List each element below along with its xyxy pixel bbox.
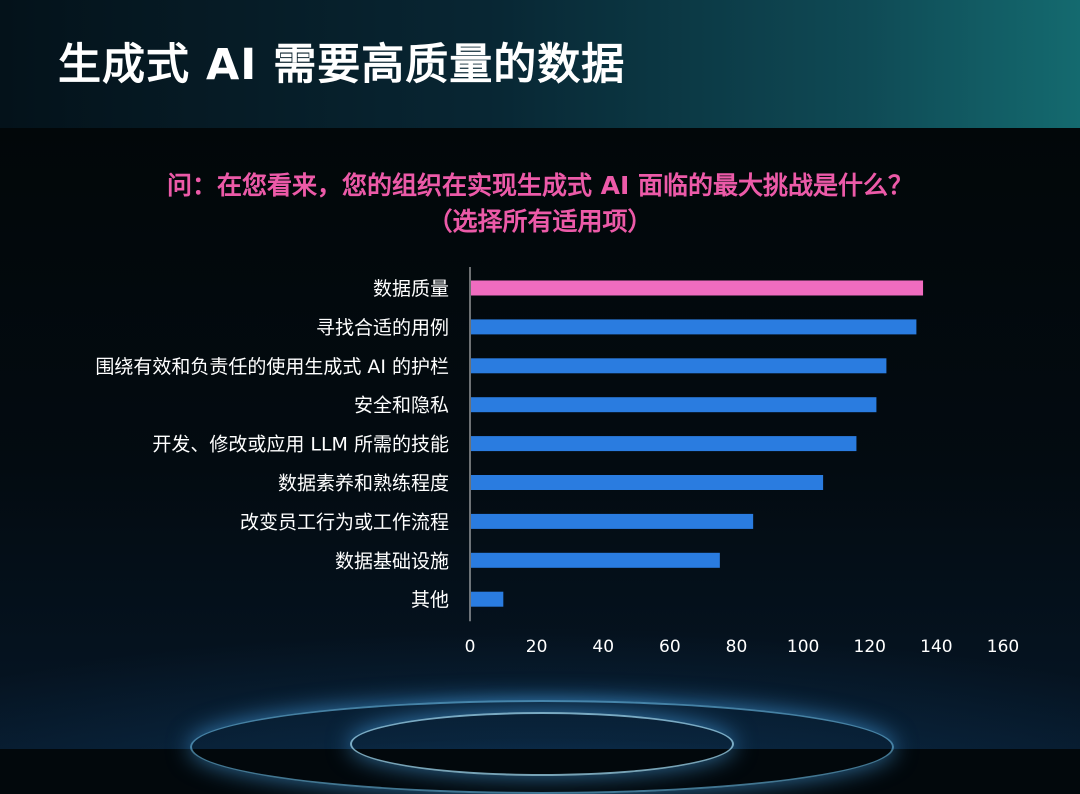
decorative-ring-inner	[350, 712, 734, 776]
bar	[471, 436, 857, 452]
question-line-2: （选择所有适用项）	[427, 207, 653, 236]
category-label: 改变员工行为或工作流程	[240, 511, 449, 533]
x-tick-label: 100	[787, 637, 819, 657]
x-tick-label: 60	[659, 637, 681, 657]
bar	[471, 513, 754, 529]
category-label: 寻找合适的用例	[316, 317, 449, 339]
survey-question: 问：在您看来，您的组织在实现生成式 AI 面临的最大挑战是什么？ （选择所有适用…	[0, 168, 1080, 240]
bar	[471, 475, 824, 490]
question-line-1: 问：在您看来，您的组织在实现生成式 AI 面临的最大挑战是什么？	[166, 171, 914, 200]
bar-highlighted	[471, 280, 924, 296]
category-label: 围绕有效和负责任的使用生成式 AI 的护栏	[95, 356, 449, 378]
category-label: 其他	[411, 589, 449, 611]
x-tick-label: 0	[465, 637, 476, 657]
bar	[471, 358, 887, 374]
x-tick-label: 80	[726, 637, 748, 657]
x-tick-label: 160	[987, 637, 1019, 657]
category-label: 数据素养和熟练程度	[278, 473, 449, 495]
x-tick-label: 120	[854, 637, 886, 657]
x-tick-label: 20	[526, 637, 548, 657]
x-tick-label: 40	[592, 637, 614, 657]
category-label: 数据基础设施	[335, 550, 449, 572]
bar	[471, 397, 877, 413]
header-bar	[0, 0, 1080, 128]
bar	[471, 319, 917, 335]
category-label: 安全和隐私	[354, 395, 449, 417]
x-tick-label: 140	[920, 637, 952, 657]
category-label: 开发、修改或应用 LLM 所需的技能	[152, 434, 449, 456]
page-title: 生成式 AI 需要高质量的数据	[58, 40, 626, 90]
category-label: 数据质量	[373, 278, 449, 300]
bar	[471, 591, 504, 607]
bar	[471, 552, 720, 568]
